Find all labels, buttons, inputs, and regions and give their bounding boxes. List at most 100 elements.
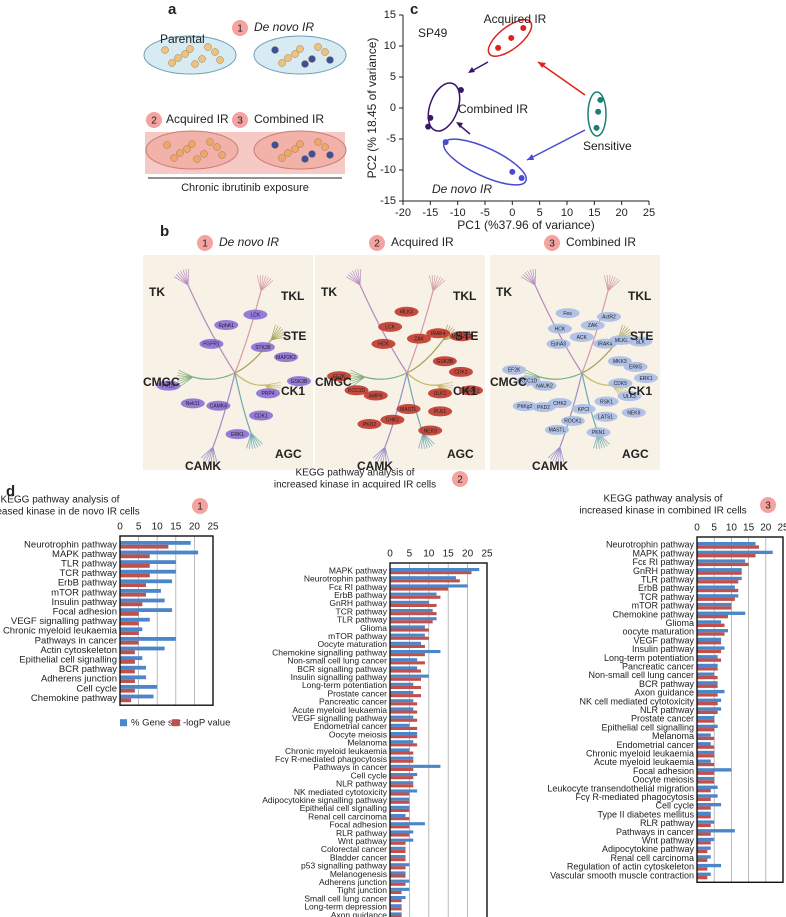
kinase-blob	[546, 338, 571, 349]
bar	[120, 660, 135, 664]
category-label: TCR pathway	[336, 606, 388, 616]
category-label: BCR signalling pathway	[297, 664, 388, 674]
kinase-blob	[406, 333, 431, 344]
cell	[188, 140, 196, 148]
category-label: Chronic myeloid leukaemia	[285, 746, 387, 756]
bar	[697, 545, 759, 549]
dish	[143, 35, 237, 75]
bar	[390, 653, 425, 657]
group-label: AGC	[447, 447, 474, 461]
bar	[697, 806, 711, 810]
category-label: Chronic myeloid leukaemia	[3, 626, 118, 637]
bar	[697, 672, 715, 676]
kinase-blob	[180, 398, 205, 409]
twig	[534, 269, 537, 286]
bar	[390, 751, 414, 755]
twig	[346, 276, 361, 286]
twig	[250, 432, 253, 449]
kinase-label: MASTL	[549, 428, 566, 434]
category-label: TLR pathway	[641, 575, 695, 585]
bar	[697, 562, 749, 567]
twig	[264, 384, 281, 389]
bar	[390, 587, 449, 591]
bar	[697, 588, 739, 593]
arrow-head	[456, 122, 463, 128]
bar	[120, 592, 147, 597]
category-label: Focal adhesion	[53, 607, 117, 618]
twig	[351, 376, 366, 387]
badge	[760, 497, 776, 513]
label: Combined IR	[254, 112, 324, 126]
category-label: Epithelial cell signalling	[601, 722, 694, 732]
category-label: ErbB pathway	[58, 578, 117, 589]
group-label: TK	[149, 285, 165, 299]
twig	[178, 369, 194, 378]
bar	[390, 797, 410, 801]
panel-label: a	[168, 1, 177, 18]
branch	[581, 290, 609, 374]
twig	[212, 446, 215, 463]
bar	[120, 650, 135, 655]
twig	[555, 446, 561, 463]
twig	[212, 446, 218, 463]
label: Acquired IR	[166, 112, 229, 126]
branch	[212, 372, 236, 448]
bar	[697, 614, 728, 619]
bar	[390, 726, 418, 730]
bar	[697, 701, 718, 706]
kinase-label: AMPK	[369, 393, 384, 399]
legend-swatch	[172, 719, 179, 727]
category-label: Pathways in cancer	[616, 827, 694, 837]
bar	[120, 550, 199, 555]
category-label: mTOR pathway	[328, 631, 388, 641]
kinase-label: PKD2	[537, 405, 550, 411]
point	[442, 139, 449, 146]
kinase-blob	[243, 309, 268, 320]
point	[457, 87, 464, 94]
kinase-label: LATS1	[598, 415, 613, 421]
twig	[177, 375, 194, 378]
category-label: Oocyte meiosis	[329, 729, 387, 739]
kinase-label: GSK3B	[291, 379, 308, 385]
arrow	[526, 129, 586, 161]
kinase-label: SLK	[636, 339, 646, 345]
bar	[697, 724, 718, 729]
bar	[697, 745, 715, 749]
branch	[384, 372, 408, 448]
bar	[390, 871, 406, 875]
point	[518, 175, 525, 182]
kinase-label: ZAK	[414, 336, 424, 342]
kinase-blob	[287, 376, 311, 387]
twig	[349, 372, 366, 378]
category-label: Fcγ R-mediated phagocytosis	[275, 754, 387, 764]
cell	[198, 55, 206, 63]
kinase-blob	[156, 380, 181, 391]
arrow-head	[468, 67, 475, 73]
badge	[544, 235, 560, 251]
x-axis-label: PC1 (%37.96 of variance)	[457, 218, 594, 232]
kinase-label: MLKL	[615, 338, 628, 344]
twig	[246, 432, 252, 449]
bar	[120, 544, 169, 549]
cell	[278, 154, 286, 162]
twig	[431, 275, 434, 292]
twig	[260, 280, 274, 292]
kinase-blob	[250, 342, 275, 353]
bar	[697, 585, 735, 589]
kinase-blob	[547, 323, 572, 334]
category-label: Epithelial cell signalling	[300, 803, 388, 813]
bar	[390, 682, 414, 686]
category-label: Small cell lung cancer	[304, 893, 387, 903]
twig	[603, 275, 609, 292]
kinase-blob	[459, 385, 483, 396]
category-label: NK cell mediated cytotoxicity	[579, 696, 694, 706]
bar	[390, 677, 422, 681]
kinase-blob	[428, 388, 453, 399]
badge	[452, 471, 468, 487]
twig	[359, 269, 362, 286]
bar	[120, 665, 147, 670]
twig	[270, 325, 279, 341]
twig	[260, 275, 264, 292]
category-label: Insulin signalling pathway	[291, 672, 388, 682]
point	[508, 34, 515, 41]
